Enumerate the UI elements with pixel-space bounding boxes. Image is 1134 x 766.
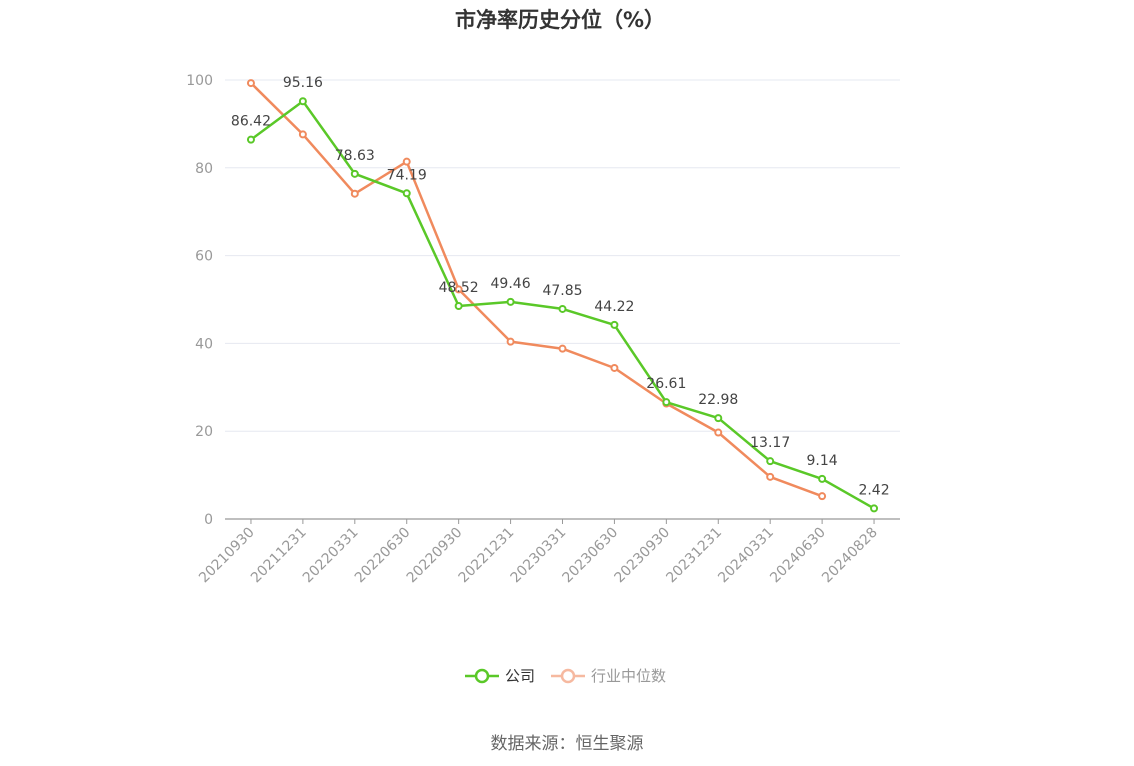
data-label: 48.52: [439, 280, 479, 296]
series-line-industry-median: [250, 82, 823, 498]
data-label: 22.98: [698, 392, 738, 408]
x-tick-label: 20221231: [456, 525, 518, 587]
x-tick-label: 20240630: [767, 525, 829, 587]
data-point: [298, 130, 307, 139]
data-label: 26.61: [646, 376, 686, 392]
y-tick-label: 80: [195, 161, 213, 177]
data-point: [246, 135, 255, 144]
data-point: [558, 344, 567, 353]
data-label: 44.22: [594, 299, 634, 315]
data-label: 47.85: [542, 283, 582, 299]
y-tick-label: 40: [195, 336, 213, 352]
x-tick-label: 20210930: [196, 525, 258, 587]
y-tick-label: 0: [204, 512, 213, 528]
data-label: 78.63: [335, 148, 375, 164]
x-tick-label: 20230331: [508, 525, 570, 587]
x-tick-label: 20220630: [352, 525, 414, 587]
data-point: [766, 457, 775, 466]
legend-marker: [560, 668, 576, 684]
x-tick-label: 20230930: [611, 525, 673, 587]
data-point: [714, 414, 723, 423]
data-point: [610, 363, 619, 372]
y-tick-label: 100: [186, 73, 213, 89]
data-point: [454, 301, 463, 310]
legend-label: 行业中位数: [591, 667, 666, 685]
y-tick-label: 20: [195, 424, 213, 440]
data-point: [246, 79, 255, 88]
x-tick-label: 20220331: [300, 525, 362, 587]
data-point: [870, 504, 879, 513]
y-tick-label: 60: [195, 249, 213, 265]
legend-marker: [474, 668, 490, 684]
data-point: [818, 474, 827, 483]
x-tick-label: 20240331: [715, 525, 777, 587]
x-tick-label: 20211231: [248, 525, 310, 587]
data-source-note: 数据来源：恒生聚源: [490, 734, 644, 754]
data-point: [662, 398, 671, 407]
chart-title: 市净率历史分位（%）: [454, 8, 666, 32]
data-label: 9.14: [807, 453, 838, 469]
data-point: [402, 157, 411, 166]
data-point: [298, 97, 307, 106]
data-point: [558, 304, 567, 313]
data-point: [610, 320, 619, 329]
data-label: 49.46: [491, 276, 531, 292]
data-point: [506, 297, 515, 306]
data-label: 95.16: [283, 75, 323, 91]
x-tick-label: 20220930: [404, 525, 466, 587]
data-point: [766, 472, 775, 481]
data-point: [506, 337, 515, 346]
legend-label: 公司: [505, 667, 535, 685]
data-point: [402, 189, 411, 198]
data-point: [350, 169, 359, 178]
legend-item-company[interactable]: 公司: [465, 667, 535, 685]
legend-item-industry-median[interactable]: 行业中位数: [551, 667, 666, 685]
data-label: 74.19: [387, 167, 427, 183]
x-tick-label: 20230630: [560, 525, 622, 587]
data-label: 2.42: [858, 482, 889, 498]
data-point: [454, 285, 463, 294]
x-tick-label: 20240828: [819, 525, 881, 587]
data-point: [714, 428, 723, 437]
data-point: [818, 492, 827, 501]
data-point: [350, 189, 359, 198]
x-tick-label: 20231231: [663, 525, 725, 587]
data-label: 13.17: [750, 435, 790, 451]
data-label: 86.42: [231, 114, 271, 130]
